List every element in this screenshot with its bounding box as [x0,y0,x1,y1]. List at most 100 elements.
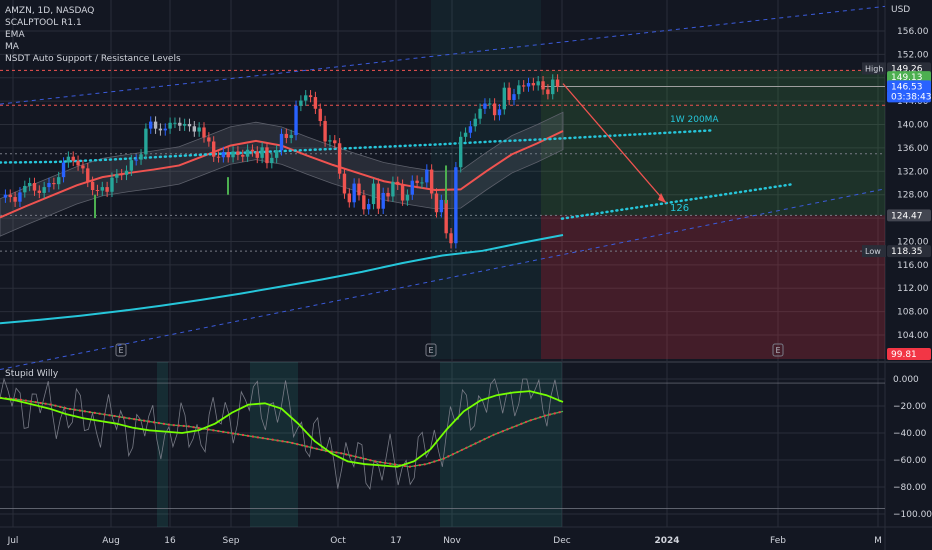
position-zones [0,0,885,527]
sub-pane-title[interactable]: Stupid Willy [5,369,59,379]
price-label-tag: Low [865,247,881,256]
indicator-scalptool[interactable]: SCALPTOOL R1.1 [5,18,82,28]
candle-body [110,177,114,192]
candle-body [381,192,385,209]
time-tick: Oct [330,536,346,546]
ema-band [0,111,564,237]
candle-body [410,180,414,195]
annotation-1w200ma: 1W 200MA [670,115,719,125]
candle-body [454,167,458,244]
candle-body [158,128,163,131]
candle-body [429,169,434,194]
time-tick: Dec [553,536,570,546]
price-label-tag-box [862,245,886,258]
candle-body [541,81,545,90]
candle-body [284,133,289,138]
candle-body [521,85,526,87]
candle-body [337,143,342,174]
earnings-marker: E [428,346,433,355]
candle-body [250,149,255,152]
candle-body [449,233,453,244]
candle-body [66,156,71,163]
symbol-title[interactable]: AMZN, 1D, NASDAQ [5,6,95,16]
candle-body [483,103,487,109]
currency-label[interactable]: USD [891,5,911,15]
candle-body [245,149,250,157]
annotation-126: 126 [670,203,689,214]
candle-body [279,133,284,151]
candle-body [536,81,540,86]
candle-body [221,152,226,158]
candle-body [405,194,410,201]
dotted-line-upper [0,129,714,164]
osc-tick: 0.000 [893,375,919,385]
candle-body [415,180,419,183]
indicator-nsdt[interactable]: NSDT Auto Support / Resistance Levels [5,54,181,64]
candle-body [129,160,134,171]
candle-body [182,123,187,126]
price-tick: 156.00 [897,27,929,37]
price-label-box [887,209,931,222]
candle-body [61,162,66,178]
osc-tick: −80.00 [893,483,927,493]
price-label: 99.81 [891,350,917,360]
earnings-marker-box [425,343,437,357]
time-tick: Nov [443,536,461,546]
candle-body [8,194,12,198]
ma200-path [0,234,564,325]
price-tick: 136.00 [897,144,929,154]
candle-body [47,183,51,188]
candle-body [294,105,298,136]
price-label: 149.26 [891,64,923,74]
candle-body [23,185,27,193]
stupid-willy-pane [0,377,885,509]
time-tick: Feb [770,536,786,546]
candle-body [386,192,390,197]
osc-tick: −100.00 [893,510,932,520]
candle-body [463,132,468,137]
candle-body [400,184,405,201]
candle-body [216,156,221,158]
indicator-ma[interactable]: MA [5,42,19,52]
candle-body [274,150,279,158]
earnings-marker-box [772,343,784,357]
candle-body [144,128,148,155]
candle-body [492,103,497,116]
time-tick: 16 [164,536,176,546]
candle-body [313,97,318,109]
earnings-marker-box [115,343,127,357]
price-tick: 104.00 [897,331,929,341]
candle-body [526,83,531,87]
candle-body [265,147,269,164]
candle-body [95,190,100,192]
candle-body [371,183,376,205]
candle-body [81,165,85,169]
earnings-marker: E [775,346,780,355]
arrow-line [562,83,667,204]
candle-body [376,183,381,209]
candle-body [304,95,308,101]
price-label-tag: High [865,64,883,73]
candle-body [37,190,42,193]
candle-body [342,173,347,194]
osc-highlight [157,362,168,527]
indicator-ema[interactable]: EMA [5,30,25,40]
osc-tick: −60.00 [893,456,927,466]
candle-body [124,170,129,175]
candle-body [289,135,293,138]
osc-fast-line [0,390,564,468]
candle-body [187,123,192,127]
candle-body [192,126,197,132]
osc-slow-dots [0,396,564,468]
candle-body [512,94,516,100]
profit-zone [541,70,885,216]
channel-lower [0,188,886,371]
candle-body [241,154,245,157]
price-label: 149.13 [891,73,923,83]
candle-body [434,193,439,213]
candle-body [32,183,37,191]
candle-body [531,83,536,86]
candle-body [555,79,560,87]
candle-body [502,87,506,110]
